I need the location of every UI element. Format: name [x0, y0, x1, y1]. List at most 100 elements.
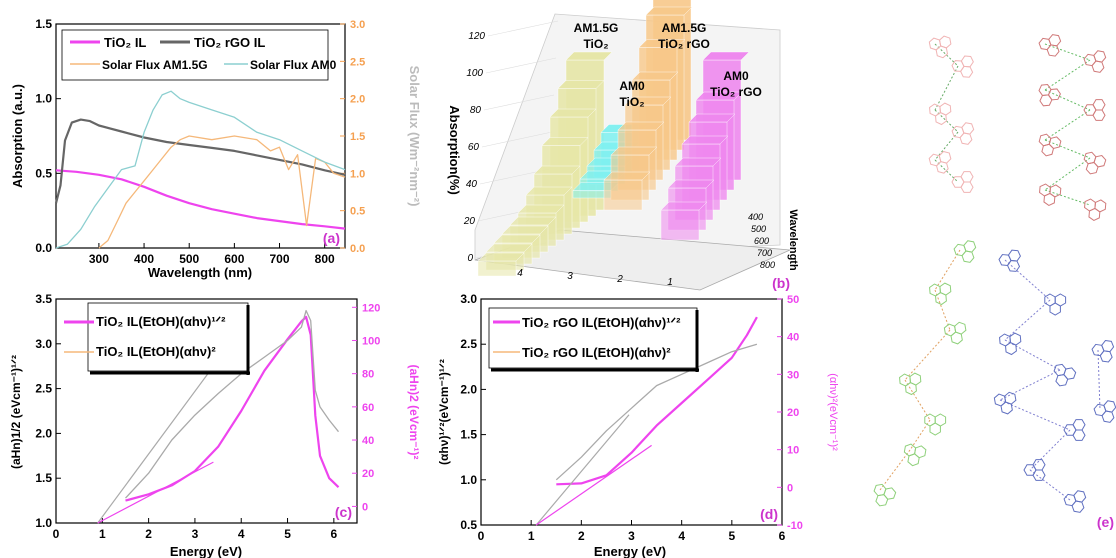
bar-top-am1-5g-tio-rgo — [645, 6, 693, 16]
molecule-unit — [1044, 293, 1067, 316]
panel-d-legend-box — [488, 307, 698, 369]
molecule-link — [1044, 59, 1091, 91]
panel-b-label: (b) — [772, 275, 790, 291]
y2-tick-label: 40 — [362, 435, 374, 447]
y2-tick-label: 0.0 — [350, 243, 365, 255]
panel-e-molecules — [869, 32, 1116, 517]
molecule-unit — [1082, 48, 1111, 77]
bar-top-am1-5g-tio — [525, 186, 573, 196]
molecule-unit — [997, 247, 1026, 277]
series-label-am1-5g-tio-rgo: TiO₂ rGO — [658, 37, 710, 51]
bar-top-am0-tio-rgo — [702, 51, 750, 61]
series-label-am0-tio-rgo: AM0 — [723, 69, 749, 83]
panel-d-ylabel: (αhν)¹ᐟ²(eVcm⁻¹)¹ᐟ² — [437, 359, 451, 465]
x3d-tick-label: 3 — [567, 271, 573, 282]
series-label-am0-tio: AM0 — [619, 79, 645, 93]
y3d-tick-label: 600 — [754, 236, 769, 246]
molecule-unit — [950, 120, 979, 149]
molecule-unit — [1079, 150, 1108, 178]
molecule-unit — [924, 413, 947, 436]
panel-d-ticks: 0 1 2 3 4 5 6 0.5 1.0 1.5 2.0 2.5 3.0 -10 0 10 20 30 40 50 — [460, 292, 803, 543]
x-tick-label: 6 — [779, 529, 786, 543]
y2-tick-label: 20 — [362, 468, 374, 480]
molecule-unit — [1021, 456, 1052, 487]
z-tick-label: 100 — [466, 68, 483, 79]
bar-top-am0-tio-rgo — [674, 157, 722, 167]
panel-b-series-labels: AM1.5G TiO₂ AM0 TiO₂ AM1.5G TiO₂ rGO AM0 TiO₂ r… — [574, 21, 762, 109]
x-tick-label: 4 — [678, 529, 685, 543]
panel-d: 0 1 2 3 4 5 60.51.01.52.02.53.0-1001020304050 … — [437, 292, 839, 558]
panel-c-xlabel: Energy (eV) — [170, 544, 242, 558]
y-tick-label: 1.0 — [35, 92, 52, 106]
y3d-tick-label: 400 — [748, 212, 763, 222]
y-tick-label: 3.0 — [35, 337, 52, 351]
bar-top-am1-5g-tio — [477, 252, 525, 262]
y-tick-label: 0.5 — [35, 166, 52, 180]
molecule-link — [1044, 109, 1091, 141]
series-tio-rgo-il-etoh-h — [555, 343, 758, 481]
legend-tio2-rgo-il: TiO₂ rGO IL — [194, 35, 265, 50]
panel-c-ylabel: (aHn)1/2 (eVcm⁻¹)¹ᐟ² — [9, 355, 23, 469]
panel-a-legend-box — [61, 29, 329, 81]
panel-b-zlabel: Absorption(%) — [447, 105, 462, 195]
x-tick-label: 3 — [628, 529, 635, 543]
molecule-link — [1029, 469, 1071, 501]
panel-d-y2label: (αhν)²(eVcm⁻¹)² — [827, 373, 839, 451]
molecule-link — [1044, 89, 1091, 111]
molecule-unit — [928, 282, 953, 306]
molecule-link — [1097, 349, 1101, 411]
panel-b-ylabel: Wavelength — [787, 209, 799, 271]
molecule-unit — [993, 390, 1019, 417]
y-tick-label: 1.5 — [35, 471, 52, 485]
molecule-unit — [927, 149, 955, 177]
panel-c-ticks: 0 1 2 3 4 5 6 1.0 1.5 2.0 2.5 3.0 3.5 0 20 40 60 80 100 120 — [35, 292, 380, 541]
y2-tick-label: 0.5 — [350, 206, 365, 218]
y2-tick-label: -10 — [787, 520, 803, 532]
molecule-link — [904, 329, 951, 381]
molecule-unit — [869, 482, 898, 510]
x-tick-label: 300 — [89, 252, 109, 266]
y-tick-label: 1.5 — [35, 17, 52, 31]
z-grid — [483, 94, 555, 111]
molecule-link — [934, 65, 959, 111]
panel-c: 0 1 2 3 4 5 6 1.0 1.5 2.0 2.5 3.0 3.5 0 20 40 60 80 100 120… — [9, 292, 421, 558]
legend-d1: TiO₂ rGO IL(EtOH)(αhν)¹ᐟ² — [522, 315, 681, 330]
x-tick-label: 500 — [179, 252, 199, 266]
series-tangent-1 — [97, 372, 210, 524]
panel-e: (e) — [869, 32, 1116, 530]
series-tio-rgo-il-etoh-h — [556, 316, 758, 486]
y2-tick-label: 0 — [362, 501, 368, 513]
panel-b-bars — [477, 0, 750, 277]
panel-d-legend: TiO₂ rGO IL(EtOH)(αhν)¹ᐟ² TiO₂ rGO IL(Et… — [488, 307, 699, 372]
bar-am1-5g-tio — [477, 260, 517, 277]
molecule-link — [999, 399, 1071, 431]
molecule-link — [934, 289, 951, 331]
z-tick-label: 80 — [470, 105, 482, 116]
molecule-link — [999, 369, 1061, 401]
y2-tick-label: 40 — [787, 332, 799, 344]
panel-a-label: (a) — [323, 230, 340, 246]
bar-top-am0-tio-rgo — [660, 201, 708, 211]
bar-top-am0-tio-rgo — [681, 135, 729, 145]
series-tio-il-etoh-h — [125, 309, 340, 499]
panel-c-series — [97, 309, 340, 524]
y-tick-label: 1.0 — [460, 473, 477, 487]
bar-top-am1-5g-tio-rgo — [617, 121, 665, 131]
z-tick-label: 40 — [466, 179, 478, 190]
bar-top-am1-5g-tio-rgo — [610, 146, 658, 156]
y2-tick-label: 2.5 — [350, 56, 365, 68]
panel-a-xlabel: Wavelength (nm) — [148, 265, 252, 280]
bar-top-am1-5g-tio — [533, 165, 581, 175]
series-label-am0-tio: TiO₂ — [619, 95, 644, 109]
x-tick-label: 3 — [192, 527, 199, 541]
legend-am15g: Solar Flux AM1.5G — [102, 58, 208, 72]
x-tick-label: 800 — [315, 252, 335, 266]
y-tick-label: 2.0 — [460, 382, 477, 396]
molecule-link — [1044, 189, 1091, 206]
bar-top-am1-5g-tio — [565, 51, 613, 61]
bar-am0-tio-rgo — [660, 209, 700, 241]
x3d-tick-label: 4 — [517, 268, 523, 279]
molecule-unit — [1092, 398, 1116, 427]
panel-b-ticks: 0 20 40 60 80 100 120 4 3 2 1 400 500 600 700 800 — [463, 31, 775, 288]
y-tick-label: 1.5 — [460, 428, 477, 442]
